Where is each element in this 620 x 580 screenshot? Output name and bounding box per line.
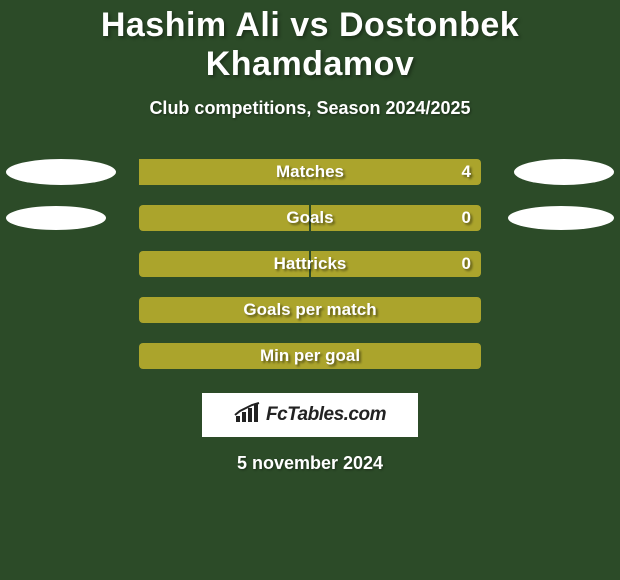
stat-row: Hattricks 0	[0, 241, 620, 287]
stat-label: Matches	[276, 162, 344, 182]
stat-label: Goals per match	[243, 300, 376, 320]
stats-area: Matches 4 Goals 0 Hattricks 0 Goals per match M…	[0, 149, 620, 379]
stat-row: Goals per match	[0, 287, 620, 333]
logo-chart-icon	[234, 402, 262, 429]
ellipse-right	[508, 206, 614, 230]
logo-box: FcTables.com	[202, 393, 418, 437]
ellipse-left	[6, 159, 116, 185]
stat-row: Goals 0	[0, 195, 620, 241]
ellipse-right	[514, 159, 614, 185]
stat-bar: Min per goal	[139, 343, 481, 369]
ellipse-left	[6, 206, 106, 230]
subtitle: Club competitions, Season 2024/2025	[0, 98, 620, 119]
footer-date: 5 november 2024	[0, 453, 620, 474]
page-title: Hashim Ali vs Dostonbek Khamdamov	[0, 0, 620, 84]
stat-row: Matches 4	[0, 149, 620, 195]
chart-container: Hashim Ali vs Dostonbek Khamdamov Club c…	[0, 0, 620, 580]
logo-text: FcTables.com	[266, 404, 386, 426]
bar-left	[139, 205, 309, 231]
stat-label: Goals	[286, 208, 333, 228]
stat-value-right: 0	[462, 254, 471, 274]
stat-bar: Goals 0	[139, 205, 481, 231]
stat-value-right: 0	[462, 208, 471, 228]
stat-bar: Matches 4	[139, 159, 481, 185]
stat-bar: Goals per match	[139, 297, 481, 323]
stat-row: Min per goal	[0, 333, 620, 379]
stat-label: Min per goal	[260, 346, 360, 366]
stat-label: Hattricks	[274, 254, 347, 274]
bar-right	[311, 205, 481, 231]
stat-bar: Hattricks 0	[139, 251, 481, 277]
stat-value-right: 4	[462, 162, 471, 182]
